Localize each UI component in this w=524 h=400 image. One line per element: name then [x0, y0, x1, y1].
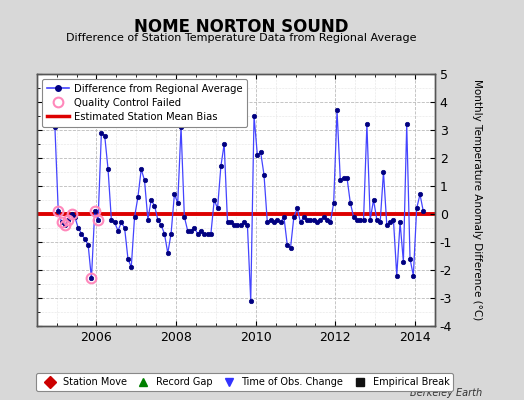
Text: Difference of Station Temperature Data from Regional Average: Difference of Station Temperature Data f…	[66, 33, 416, 43]
Legend: Station Move, Record Gap, Time of Obs. Change, Empirical Break: Station Move, Record Gap, Time of Obs. C…	[36, 373, 453, 391]
Y-axis label: Monthly Temperature Anomaly Difference (°C): Monthly Temperature Anomaly Difference (…	[472, 79, 482, 321]
Text: NOME NORTON SOUND: NOME NORTON SOUND	[134, 18, 348, 36]
Text: Berkeley Earth: Berkeley Earth	[410, 388, 482, 398]
Legend: Difference from Regional Average, Quality Control Failed, Estimated Station Mean: Difference from Regional Average, Qualit…	[42, 79, 247, 127]
